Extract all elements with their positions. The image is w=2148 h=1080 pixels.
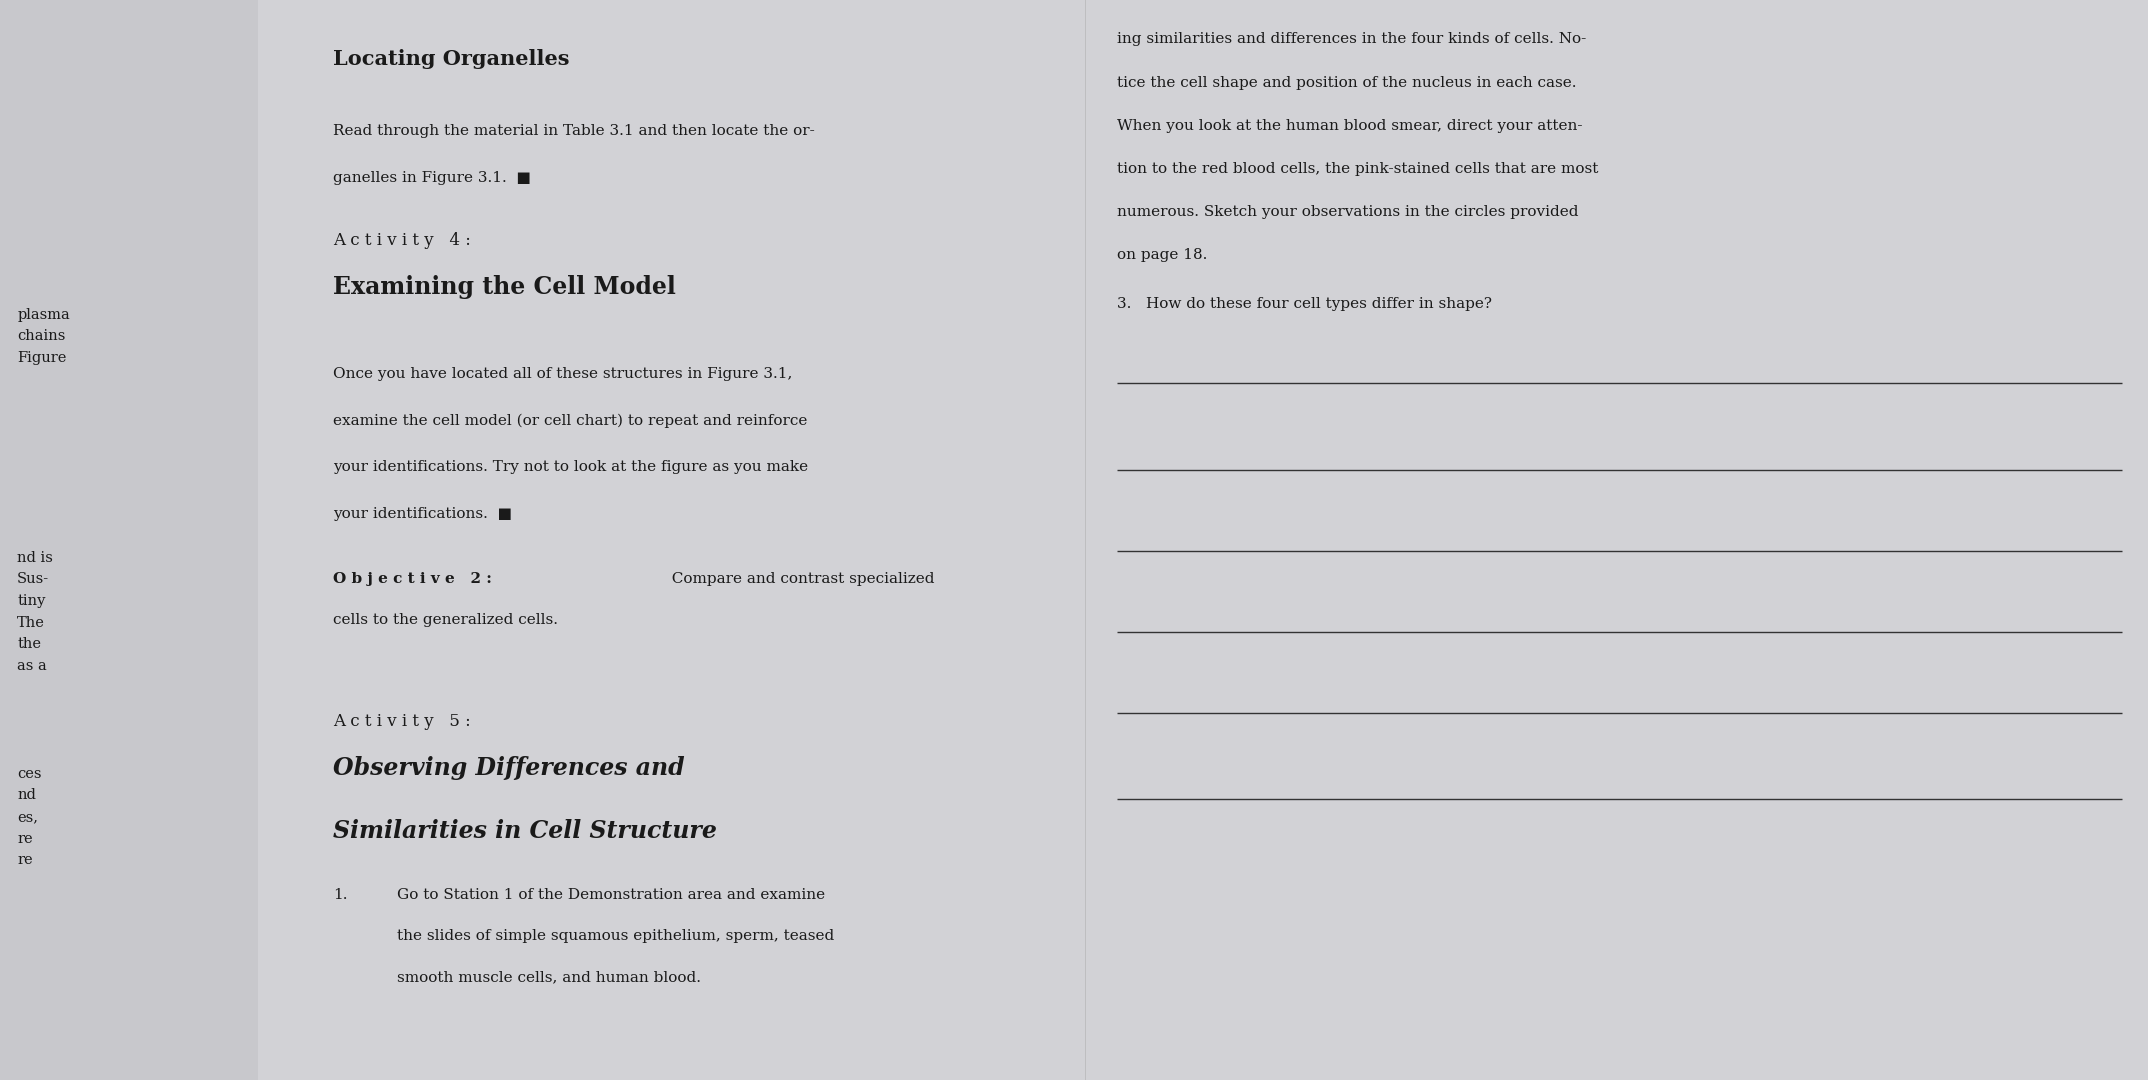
Bar	[0, 0, 258, 1080]
Text: nd: nd	[17, 788, 37, 802]
Text: Once you have located all of these structures in Figure 3.1,: Once you have located all of these struc…	[333, 367, 793, 381]
Text: Go to Station 1 of the Demonstration area and examine: Go to Station 1 of the Demonstration are…	[397, 888, 825, 902]
Text: ces: ces	[17, 767, 41, 781]
Text: nd is: nd is	[17, 551, 54, 565]
Text: Compare and contrast specialized: Compare and contrast specialized	[662, 572, 934, 586]
Text: 3.   How do these four cell types differ in shape?: 3. How do these four cell types differ i…	[1117, 297, 1493, 311]
Text: O b j e c t i v e   2 :: O b j e c t i v e 2 :	[333, 572, 492, 586]
Text: your identifications.  ■: your identifications. ■	[333, 507, 511, 521]
Text: tice the cell shape and position of the nucleus in each case.: tice the cell shape and position of the …	[1117, 76, 1577, 90]
Text: plasma: plasma	[17, 308, 71, 322]
Text: Similarities in Cell Structure: Similarities in Cell Structure	[333, 819, 717, 842]
Text: When you look at the human blood smear, direct your atten-: When you look at the human blood smear, …	[1117, 119, 1583, 133]
Text: Read through the material in Table 3.1 and then locate the or-: Read through the material in Table 3.1 a…	[333, 124, 814, 138]
Text: re: re	[17, 853, 32, 867]
Text: Examining the Cell Model: Examining the Cell Model	[333, 275, 677, 299]
Text: your identifications. Try not to look at the figure as you make: your identifications. Try not to look at…	[333, 460, 808, 474]
Text: the: the	[17, 637, 41, 651]
Text: tion to the red blood cells, the pink-stained cells that are most: tion to the red blood cells, the pink-st…	[1117, 162, 1598, 176]
Text: the slides of simple squamous epithelium, sperm, teased: the slides of simple squamous epithelium…	[397, 929, 836, 943]
Text: chains: chains	[17, 329, 67, 343]
Text: re: re	[17, 832, 32, 846]
Text: as a: as a	[17, 659, 47, 673]
Text: Figure: Figure	[17, 351, 67, 365]
Text: tiny: tiny	[17, 594, 45, 608]
Text: smooth muscle cells, and human blood.: smooth muscle cells, and human blood.	[397, 970, 702, 984]
Text: es,: es,	[17, 810, 39, 824]
Text: numerous. Sketch your observations in the circles provided: numerous. Sketch your observations in th…	[1117, 205, 1579, 219]
Text: ganelles in Figure 3.1.  ■: ganelles in Figure 3.1. ■	[333, 171, 531, 185]
Text: The: The	[17, 616, 45, 630]
Text: on page 18.: on page 18.	[1117, 248, 1207, 262]
Text: examine the cell model (or cell chart) to repeat and reinforce: examine the cell model (or cell chart) t…	[333, 414, 808, 428]
Text: ing similarities and differences in the four kinds of cells. No-: ing similarities and differences in the …	[1117, 32, 1585, 46]
Text: 1.: 1.	[333, 888, 348, 902]
Text: A c t i v i t y   5 :: A c t i v i t y 5 :	[333, 713, 470, 730]
Text: A c t i v i t y   4 :: A c t i v i t y 4 :	[333, 232, 470, 249]
Text: cells to the generalized cells.: cells to the generalized cells.	[333, 613, 558, 627]
Text: Sus-: Sus-	[17, 572, 49, 586]
Text: Locating Organelles: Locating Organelles	[333, 49, 569, 69]
Text: Observing Differences and: Observing Differences and	[333, 756, 685, 780]
